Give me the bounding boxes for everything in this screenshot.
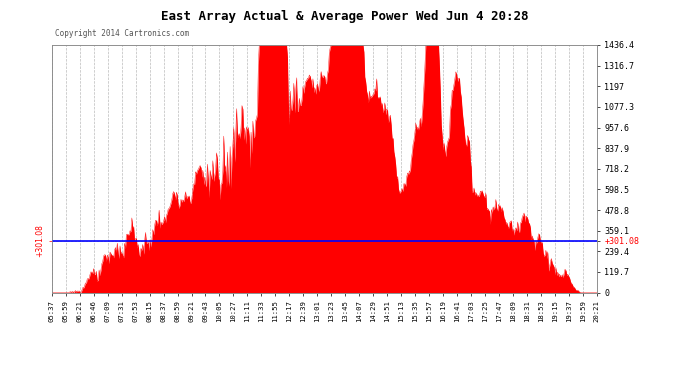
Text: East Array Actual & Average Power Wed Jun 4 20:28: East Array Actual & Average Power Wed Ju…	[161, 10, 529, 23]
Text: East Array  (DC Watts): East Array (DC Watts)	[570, 22, 672, 32]
Text: Average  (DC Watts): Average (DC Watts)	[453, 22, 541, 32]
Text: Copyright 2014 Cartronics.com: Copyright 2014 Cartronics.com	[55, 29, 189, 38]
